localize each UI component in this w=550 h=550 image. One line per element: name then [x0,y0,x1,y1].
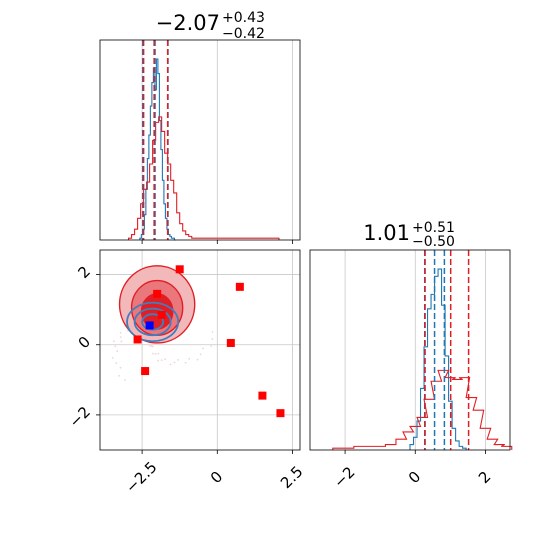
sample-point [116,350,119,353]
blue-contour-level [133,307,172,337]
y-tick-label: −2 [66,403,94,431]
sample-point [111,356,114,359]
marginal-panel-param-2: −2 0 2 1.01 +0.51 −0.50 [309,220,513,491]
panel-1-title-lower: −0.42 [222,26,265,42]
sample-marker [153,289,162,298]
sample-point [154,352,157,355]
panel-1-title-value: −2.07 [156,11,220,35]
panel-2-x-ticks: −2.5 0 2.5 [122,450,307,497]
panel-1-series [128,58,280,241]
sample-marker [235,282,244,291]
x-tick-label: 2 [475,468,494,487]
x-tick-label: 0 [405,468,424,487]
panel-3-title-lower: −0.50 [412,234,455,250]
panel-3-grid [344,250,486,450]
x-tick-label: 2.5 [277,462,307,492]
sample-point [199,353,202,356]
y-tick-label: 2 [75,263,94,282]
sample-point [119,336,122,339]
joint-panel-param-1-param-2: −2.5 0 2.5 −2 0 2 [66,249,307,497]
panel-3-frame [309,249,511,451]
sample-point [173,361,176,364]
panel-2-markers [133,265,285,418]
sample-point [119,366,122,369]
sample-point [169,363,172,366]
blue-contour-level [126,301,180,343]
sample-marker [141,367,150,376]
sample-point [164,358,167,361]
sample-point [157,352,160,355]
panel-2-contours [111,265,214,381]
y-tick-label: 0 [75,333,94,352]
marginal-panel-param-1: −2.07 +0.43 −0.42 [99,10,301,244]
sample-point [152,352,154,355]
sample-point [160,359,163,362]
blue-contour-level [141,313,165,331]
sample-point [115,362,118,364]
histogram-series-red [332,369,513,450]
sample-point [177,358,180,361]
sample-point [211,338,214,340]
panel-2-frame [99,249,301,451]
x-tick-label: −2 [330,463,358,491]
panel-2-y-ticks: −2 0 2 [66,263,100,431]
sample-point [124,379,126,381]
sample-marker [133,335,142,344]
sample-point [157,359,159,362]
histogram-series-red [128,116,280,240]
sample-point [202,347,204,350]
sample-point [211,330,214,333]
sample-point [150,345,153,347]
panel-1-quantile-lines [141,40,169,240]
panel-3-title-value: 1.01 [363,221,410,245]
sample-marker [175,265,184,274]
panel-3-title-upper: +0.51 [412,220,455,236]
sample-marker [258,391,267,400]
sample-point [114,345,117,348]
sample-point [119,331,122,334]
histogram-series-blue [139,58,176,241]
sample-point [118,374,120,377]
sample-marker [226,338,235,347]
panel-3-x-ticks: −2 0 2 [330,450,494,491]
truth-marker [145,321,154,330]
sample-point [184,361,187,364]
histogram-series-blue [409,268,467,450]
panel-3-series [332,268,513,450]
sample-point [120,340,123,343]
sample-point [188,357,191,360]
sample-point [151,345,154,348]
sample-marker [276,409,285,418]
x-tick-label: −2.5 [122,458,160,496]
panel-1-frame [99,39,301,241]
panel-3-quantile-lines [423,250,470,450]
x-tick-label: 0 [207,468,226,487]
sample-point [113,340,115,343]
panel-1-title-upper: +0.43 [222,10,265,26]
sample-marker [157,310,166,319]
sample-point [210,345,213,347]
sample-point [196,358,199,361]
sample-point [148,344,151,347]
